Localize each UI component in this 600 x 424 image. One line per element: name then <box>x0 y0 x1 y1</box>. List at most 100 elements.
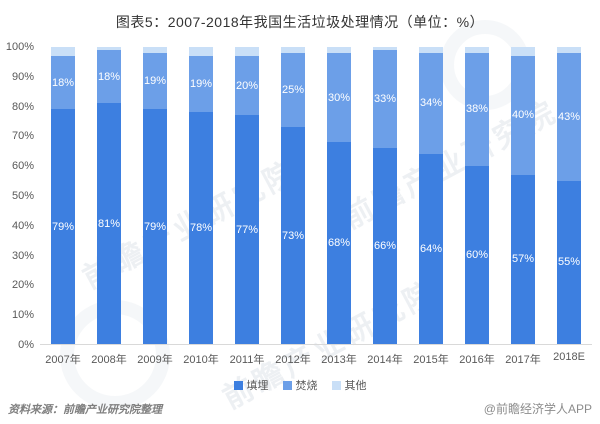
bar-segment-填埋: 79% <box>51 109 75 344</box>
bar-segment-焚烧: 19% <box>143 52 167 110</box>
bar-segment-填埋: 57% <box>511 174 535 344</box>
x-axis-tick: 2018E <box>553 351 585 363</box>
bar-segment-其他 <box>511 47 535 56</box>
bar-value-label: 64% <box>419 242 443 255</box>
bar-segment-填埋: 81% <box>97 103 121 344</box>
bar-segment-填埋: 66% <box>373 147 397 344</box>
bar-value-label: 34% <box>419 97 443 110</box>
bar-segment-其他 <box>419 47 443 53</box>
bar-segment-填埋: 73% <box>281 127 305 344</box>
bar-segment-填埋: 79% <box>143 109 167 344</box>
legend-swatch-icon <box>233 380 243 390</box>
y-axis-tick: 60% <box>11 160 34 173</box>
legend-swatch-icon <box>282 380 292 390</box>
bar-value-label: 18% <box>97 70 121 83</box>
bar-value-label: 30% <box>327 91 351 104</box>
legend: 填埋 焚烧 其他 <box>0 377 600 393</box>
x-axis-tick: 2007年 <box>45 354 81 366</box>
bar-value-label: 19% <box>143 75 167 88</box>
bar-stack: 64% 34% <box>419 47 443 344</box>
bar-value-label: 43% <box>557 110 581 123</box>
bar-stack: 55% 43% <box>557 47 581 344</box>
bar-segment-其他 <box>373 47 397 50</box>
bar-value-label: 38% <box>465 103 489 116</box>
bar-value-label: 73% <box>281 229 305 242</box>
bar-value-label: 57% <box>511 253 535 266</box>
bar-column-2014年: 66% 33% <box>362 47 408 344</box>
bar-stack: 57% 40% <box>511 47 535 344</box>
y-axis-tick: 50% <box>11 190 34 202</box>
bar-segment-焚烧: 40% <box>511 55 535 175</box>
x-axis-tick: 2009年 <box>137 354 173 366</box>
bar-value-label: 40% <box>511 109 535 122</box>
x-axis-tick: 2011年 <box>229 354 265 366</box>
bar-stack: 79% 18% <box>51 47 75 344</box>
bar-segment-焚烧: 20% <box>235 55 259 116</box>
bar-segment-其他 <box>557 47 581 53</box>
y-axis: 0% 10% 20% 30% 40% 50% 60% 70% 80% 90% 100% <box>0 41 34 351</box>
bar-column-2018E: 55% 43% <box>546 47 592 344</box>
bar-segment-填埋: 68% <box>327 142 351 344</box>
legend-item-其他: 其他 <box>331 377 367 393</box>
bar-column-2016年: 60% 38% <box>454 47 500 344</box>
bar-segment-焚烧: 34% <box>419 52 443 154</box>
bar-segment-焚烧: 38% <box>465 52 489 166</box>
x-axis-tick: 2010年 <box>183 354 219 366</box>
bar-value-label: 81% <box>97 217 121 230</box>
legend-label: 其他 <box>344 380 367 392</box>
x-axis: 2007年 2008年 2009年 2010年 2011年 2012年 2013年 2014年… <box>40 351 592 367</box>
y-axis-tick: 100% <box>5 41 34 53</box>
bar-column-2011年: 77% 20% <box>224 47 270 344</box>
bar-segment-其他 <box>327 47 351 53</box>
bar-segment-填埋: 77% <box>235 115 259 344</box>
bar-value-label: 25% <box>281 84 305 97</box>
x-axis-tick: 2013年 <box>321 354 357 366</box>
bar-stack: 77% 20% <box>235 47 259 344</box>
credit-note: @前瞻经济学人APP <box>483 402 592 416</box>
bar-segment-填埋: 64% <box>419 153 443 344</box>
bar-segment-其他 <box>235 47 259 56</box>
bar-column-2012年: 73% 25% <box>270 47 316 344</box>
source-note: 资料来源：前瞻产业研究院整理 <box>8 404 162 416</box>
y-axis-tick: 20% <box>11 279 34 292</box>
bar-value-label: 33% <box>373 92 397 105</box>
bar-segment-其他 <box>97 47 121 50</box>
legend-item-填埋: 填埋 <box>233 377 269 393</box>
bar-column-2015年: 64% 34% <box>408 47 454 344</box>
y-axis-tick: 30% <box>11 249 34 262</box>
bar-value-label: 78% <box>189 222 213 235</box>
bar-stack: 66% 33% <box>373 47 397 344</box>
x-axis-tick: 2014年 <box>367 354 403 366</box>
bar-segment-其他 <box>189 47 213 56</box>
x-axis-tick: 2016年 <box>459 354 495 366</box>
x-axis-tick: 2012年 <box>275 354 311 366</box>
bar-column-2013年: 68% 30% <box>316 47 362 344</box>
bar-value-label: 55% <box>557 256 581 269</box>
bar-segment-焚烧: 18% <box>97 49 121 104</box>
chart-title: 图表5：2007-2018年我国生活垃圾处理情况（单位：%） <box>115 14 485 30</box>
bar-segment-填埋: 55% <box>557 180 581 344</box>
y-axis-tick: 10% <box>11 309 34 322</box>
bar-segment-其他 <box>281 47 305 53</box>
bar-value-label: 79% <box>143 220 167 233</box>
y-axis-tick: 70% <box>11 130 34 143</box>
bar-stack: 60% 38% <box>465 47 489 344</box>
bar-column-2008年: 81% 18% <box>86 47 132 344</box>
bar-segment-焚烧: 33% <box>373 49 397 148</box>
bar-segment-焚烧: 25% <box>281 52 305 128</box>
bar-segment-其他 <box>143 47 167 53</box>
x-axis-tick: 2015年 <box>413 354 449 366</box>
plot-area: 79% 18% 81% 18% 79% 19% 78% 19% 77% 20% 73% 25% 68% 3… <box>40 47 592 345</box>
bar-segment-其他 <box>465 47 489 53</box>
y-axis-tick: 90% <box>11 70 34 83</box>
bar-segment-填埋: 78% <box>189 112 213 344</box>
bar-column-2009年: 79% 19% <box>132 47 178 344</box>
bar-segment-焚烧: 43% <box>557 52 581 181</box>
bar-value-label: 20% <box>235 79 259 92</box>
bar-segment-焚烧: 18% <box>51 55 75 110</box>
bar-stack: 79% 19% <box>143 47 167 344</box>
bar-value-label: 77% <box>235 223 259 236</box>
legend-label: 焚烧 <box>295 380 318 392</box>
bar-value-label: 19% <box>189 78 213 91</box>
